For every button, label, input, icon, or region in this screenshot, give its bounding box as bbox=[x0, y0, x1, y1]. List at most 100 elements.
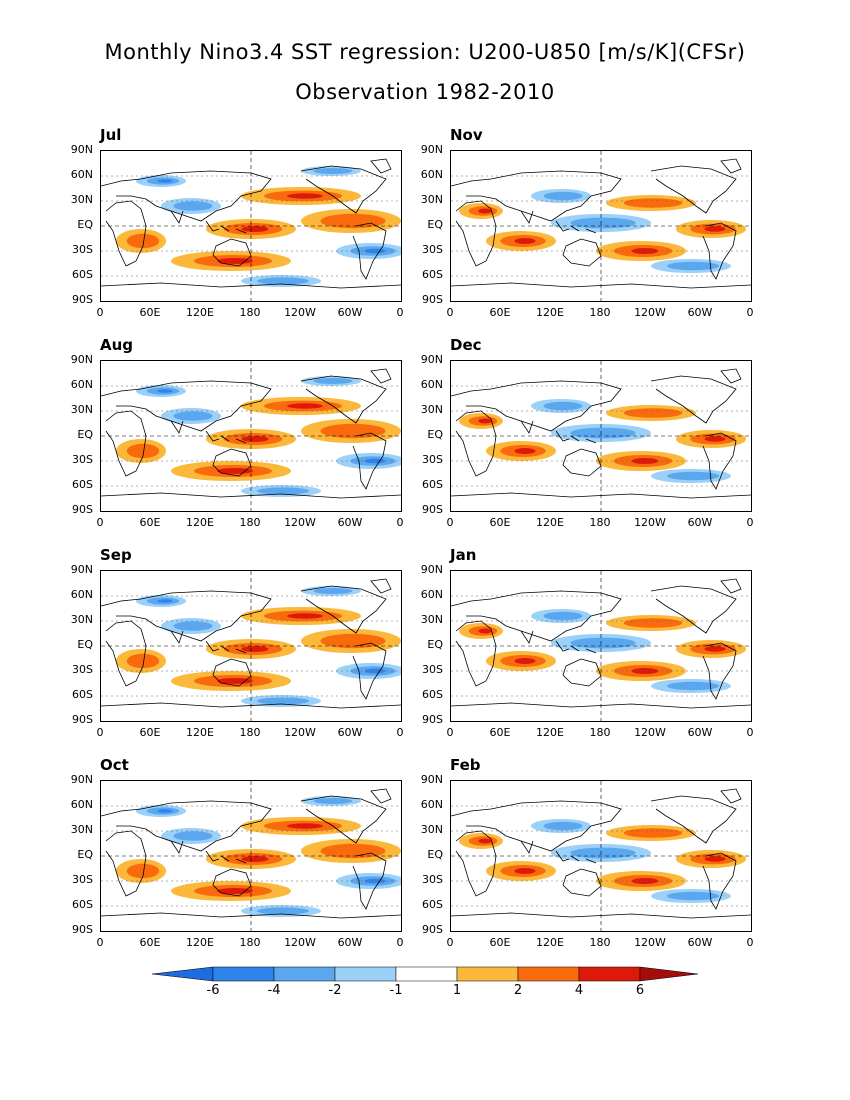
negative-anomaly-region bbox=[136, 595, 186, 607]
negative-anomaly-region bbox=[161, 618, 221, 634]
lat-tick-label: 30S bbox=[422, 663, 443, 676]
panel-month-label: Oct bbox=[100, 756, 129, 774]
negative-anomaly-region bbox=[161, 828, 221, 844]
lat-tick-label: EQ bbox=[427, 848, 443, 861]
positive-anomaly-region bbox=[171, 251, 291, 271]
lon-tick-label: 0 bbox=[446, 936, 454, 949]
positive-anomaly-region bbox=[459, 413, 503, 429]
coastlines bbox=[451, 368, 751, 499]
lon-tick-label: 120W bbox=[634, 726, 666, 739]
lat-tick-label: EQ bbox=[77, 218, 93, 231]
positive-anomaly-region bbox=[486, 861, 556, 881]
lat-tick-label: 60N bbox=[420, 168, 443, 181]
lat-tick-label: 90S bbox=[422, 923, 443, 936]
colorbar bbox=[152, 966, 698, 982]
map-panel-dec: Dec 90N 60N 30N EQ 30S 60S 90S 0 60E 120E 180 120W 60… bbox=[421, 336, 827, 548]
lat-tick-label: 60S bbox=[422, 478, 443, 491]
lon-tick-label: 60E bbox=[139, 726, 161, 739]
lat-tick-label: 60N bbox=[70, 378, 93, 391]
lon-tick-label: 120W bbox=[634, 516, 666, 529]
positive-anomaly-region bbox=[241, 187, 361, 205]
negative-anomaly-region bbox=[241, 275, 321, 287]
lon-tick-label: 120E bbox=[536, 726, 564, 739]
lat-tick-label: 90S bbox=[422, 503, 443, 516]
lat-tick-label: 90N bbox=[420, 773, 443, 786]
positive-anomaly-region bbox=[459, 623, 503, 639]
colorbar-segment bbox=[395, 966, 458, 982]
colorbar-tick-label: 4 bbox=[574, 983, 584, 998]
lat-tick-label: 60N bbox=[420, 798, 443, 811]
negative-anomaly-region bbox=[136, 385, 186, 397]
lat-tick-label: 30N bbox=[420, 403, 443, 416]
coastlines bbox=[101, 788, 401, 919]
negative-anomaly-region bbox=[531, 609, 591, 623]
colorbar-tick-label: -1 bbox=[389, 983, 403, 998]
negative-anomaly-region bbox=[531, 399, 591, 413]
lon-tick-label: 60W bbox=[337, 516, 363, 529]
lat-tick-label: EQ bbox=[427, 428, 443, 441]
lon-tick-label: 60E bbox=[139, 936, 161, 949]
lat-tick-label: 30N bbox=[70, 823, 93, 836]
map-canvas bbox=[451, 571, 751, 721]
positive-anomaly-region bbox=[301, 209, 401, 233]
negative-anomaly-region bbox=[241, 695, 321, 707]
lon-tick-label: 120W bbox=[284, 306, 316, 319]
lat-tick-label: 60S bbox=[72, 268, 93, 281]
regression-map bbox=[100, 570, 402, 722]
positive-anomaly-region bbox=[676, 640, 746, 658]
positive-anomaly-region bbox=[301, 419, 401, 443]
lat-lon-gridlines bbox=[451, 361, 751, 511]
negative-anomaly-region bbox=[301, 796, 361, 806]
lon-tick-label: 180 bbox=[589, 306, 611, 319]
lon-tick-label: 120W bbox=[284, 516, 316, 529]
panel-month-label: Dec bbox=[450, 336, 482, 354]
lat-tick-label: 30S bbox=[72, 873, 93, 886]
lon-tick-label: 120E bbox=[186, 306, 214, 319]
lat-tick-label: 30N bbox=[420, 193, 443, 206]
panel-month-label: Jan bbox=[450, 546, 477, 564]
negative-anomaly-region bbox=[136, 805, 186, 817]
panel-month-label: Sep bbox=[100, 546, 132, 564]
colorbar-tick-label: 1 bbox=[452, 983, 462, 998]
positive-anomaly-region bbox=[241, 397, 361, 415]
lat-tick-label: 90N bbox=[70, 143, 93, 156]
positive-anomaly-region bbox=[459, 203, 503, 219]
positive-anomaly-region bbox=[486, 441, 556, 461]
lon-tick-label: 60W bbox=[337, 726, 363, 739]
lat-tick-label: 30S bbox=[422, 873, 443, 886]
coastlines bbox=[101, 578, 401, 709]
colorbar-tick-label: 2 bbox=[513, 983, 523, 998]
negative-anomaly-region bbox=[531, 189, 591, 203]
regression-map bbox=[450, 570, 752, 722]
lon-tick-label: 60E bbox=[489, 726, 511, 739]
lat-tick-label: 30S bbox=[72, 453, 93, 466]
lat-lon-gridlines bbox=[451, 151, 751, 301]
coastlines bbox=[451, 578, 751, 709]
lon-tick-label: 0 bbox=[396, 516, 404, 529]
map-canvas bbox=[101, 151, 401, 301]
positive-anomaly-region bbox=[171, 461, 291, 481]
regression-map bbox=[450, 780, 752, 932]
negative-anomaly-region bbox=[161, 408, 221, 424]
lon-tick-label: 60W bbox=[687, 936, 713, 949]
lat-lon-gridlines bbox=[451, 781, 751, 931]
figure-subtitle: Observation 1982-2010 bbox=[295, 80, 555, 104]
colorbar-segment bbox=[152, 966, 214, 982]
positive-anomaly-region bbox=[301, 629, 401, 653]
lon-tick-label: 0 bbox=[746, 516, 754, 529]
lon-tick-label: 0 bbox=[396, 306, 404, 319]
lon-tick-label: 60W bbox=[687, 516, 713, 529]
lon-tick-label: 120E bbox=[536, 516, 564, 529]
lon-tick-label: 120E bbox=[536, 306, 564, 319]
lat-tick-label: 90S bbox=[422, 293, 443, 306]
lon-tick-label: 180 bbox=[589, 726, 611, 739]
coastlines bbox=[101, 158, 401, 289]
lon-tick-label: 120E bbox=[536, 936, 564, 949]
lon-tick-label: 0 bbox=[746, 306, 754, 319]
regression-map bbox=[450, 360, 752, 512]
lat-tick-label: 60S bbox=[422, 688, 443, 701]
positive-anomaly-region bbox=[301, 839, 401, 863]
positive-anomaly-region bbox=[241, 607, 361, 625]
positive-anomaly-region bbox=[171, 881, 291, 901]
lat-tick-label: 60S bbox=[72, 478, 93, 491]
